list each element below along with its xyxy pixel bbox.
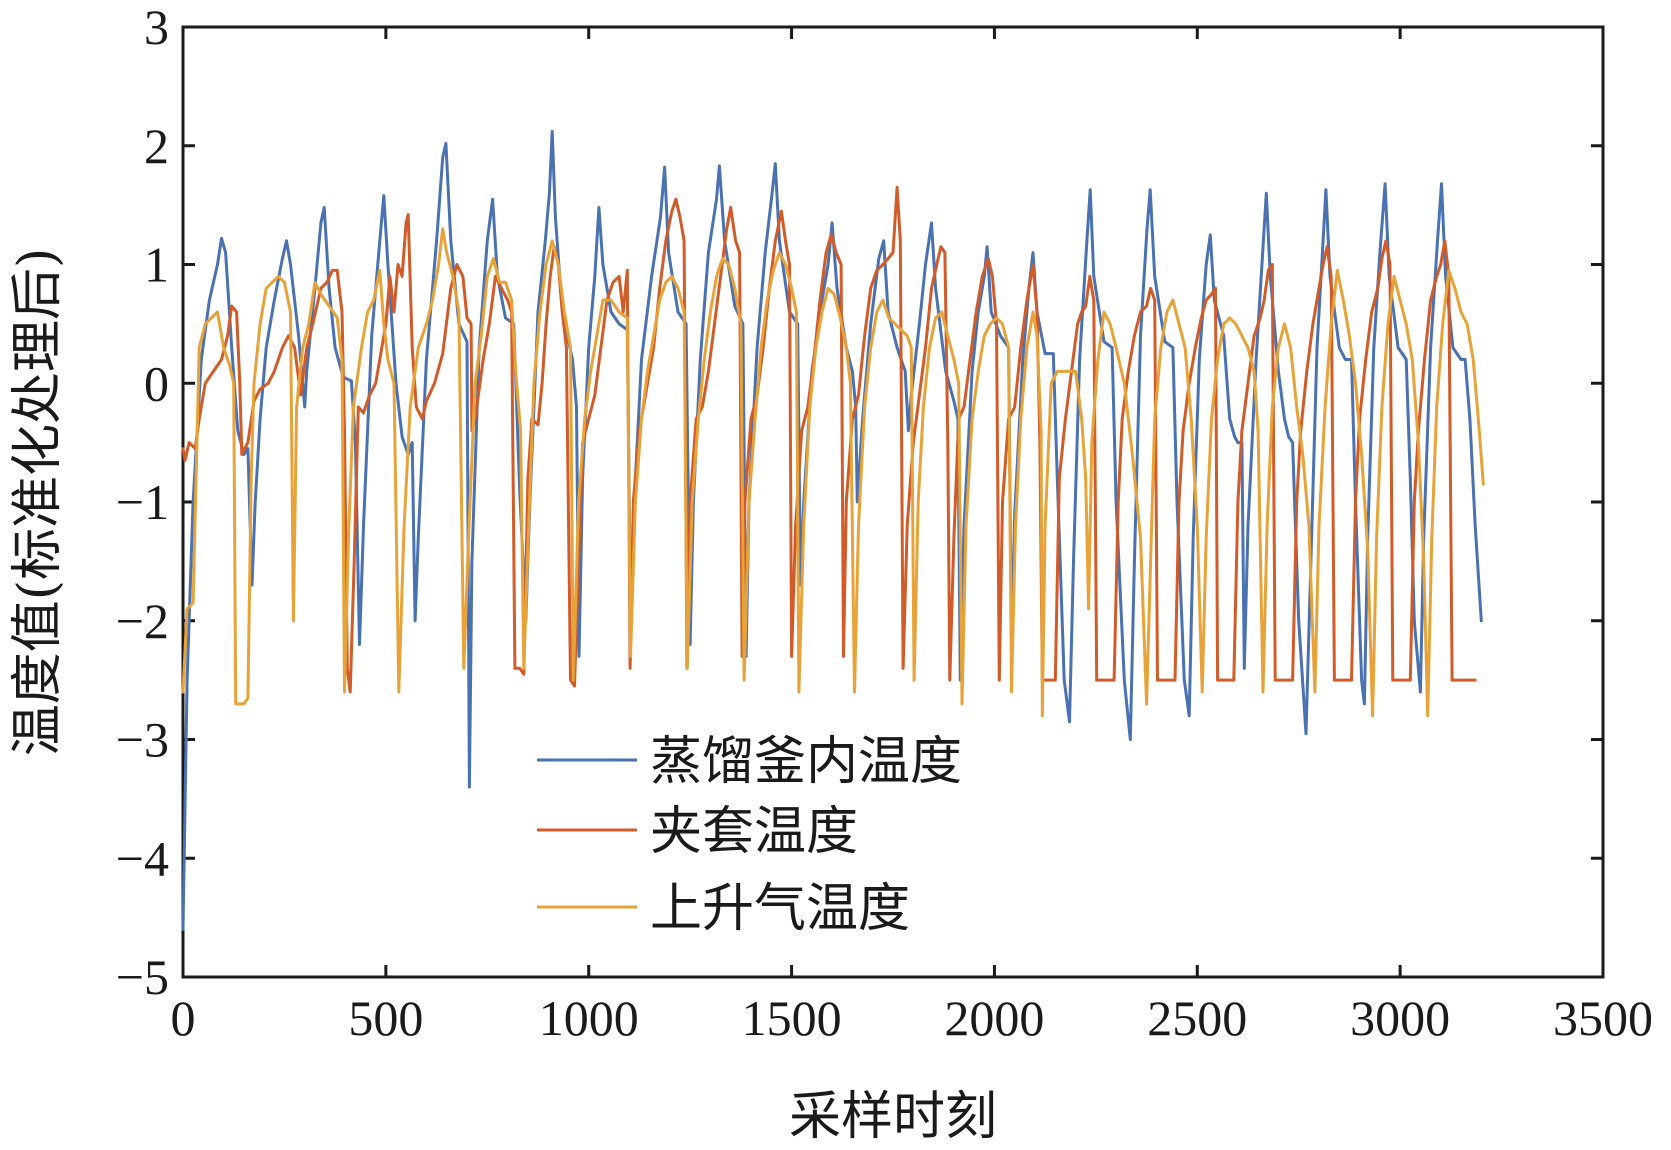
x-tick-label: 1000 [539, 990, 639, 1046]
legend-label-0: 蒸馏釜内温度 [650, 732, 962, 792]
x-tick-label: 2000 [944, 990, 1044, 1046]
legend-label-2: 上升气温度 [650, 879, 910, 939]
y-tick-label: −1 [116, 474, 169, 530]
x-axis: 0 500 1000 1500 2000 2500 3000 3500 [171, 27, 1653, 1046]
y-tick-label: 1 [144, 237, 169, 293]
x-tick-label: 3000 [1350, 990, 1450, 1046]
x-tick-label: 1500 [742, 990, 842, 1046]
x-tick-label: 3500 [1553, 990, 1653, 1046]
y-tick-label: 3 [144, 0, 169, 55]
y-tick-label: −3 [116, 712, 169, 768]
series-line-2 [181, 227, 1485, 718]
y-tick-label: −5 [116, 949, 169, 1005]
series-line-0 [181, 130, 1483, 931]
x-tick-label: 2500 [1147, 990, 1247, 1046]
y-tick-label: −2 [116, 593, 169, 649]
y-tick-label: 2 [144, 118, 169, 174]
series-line-1 [181, 185, 1477, 694]
x-tick-label: 0 [171, 990, 196, 1046]
legend: 蒸馏釜内温度 夹套温度 上升气温度 [537, 732, 962, 939]
legend-label-1: 夹套温度 [650, 802, 858, 862]
x-axis-title: 采样时刻 [789, 1087, 997, 1147]
y-axis-title: 温度值(标准化处理后) [8, 248, 68, 757]
series-lines [181, 130, 1485, 931]
y-tick-label: 0 [144, 355, 169, 411]
x-tick-label: 500 [348, 990, 423, 1046]
y-tick-label: −4 [116, 830, 169, 886]
y-axis: 3 2 1 0 −1 −2 −3 −4 −5 [116, 0, 1603, 1005]
